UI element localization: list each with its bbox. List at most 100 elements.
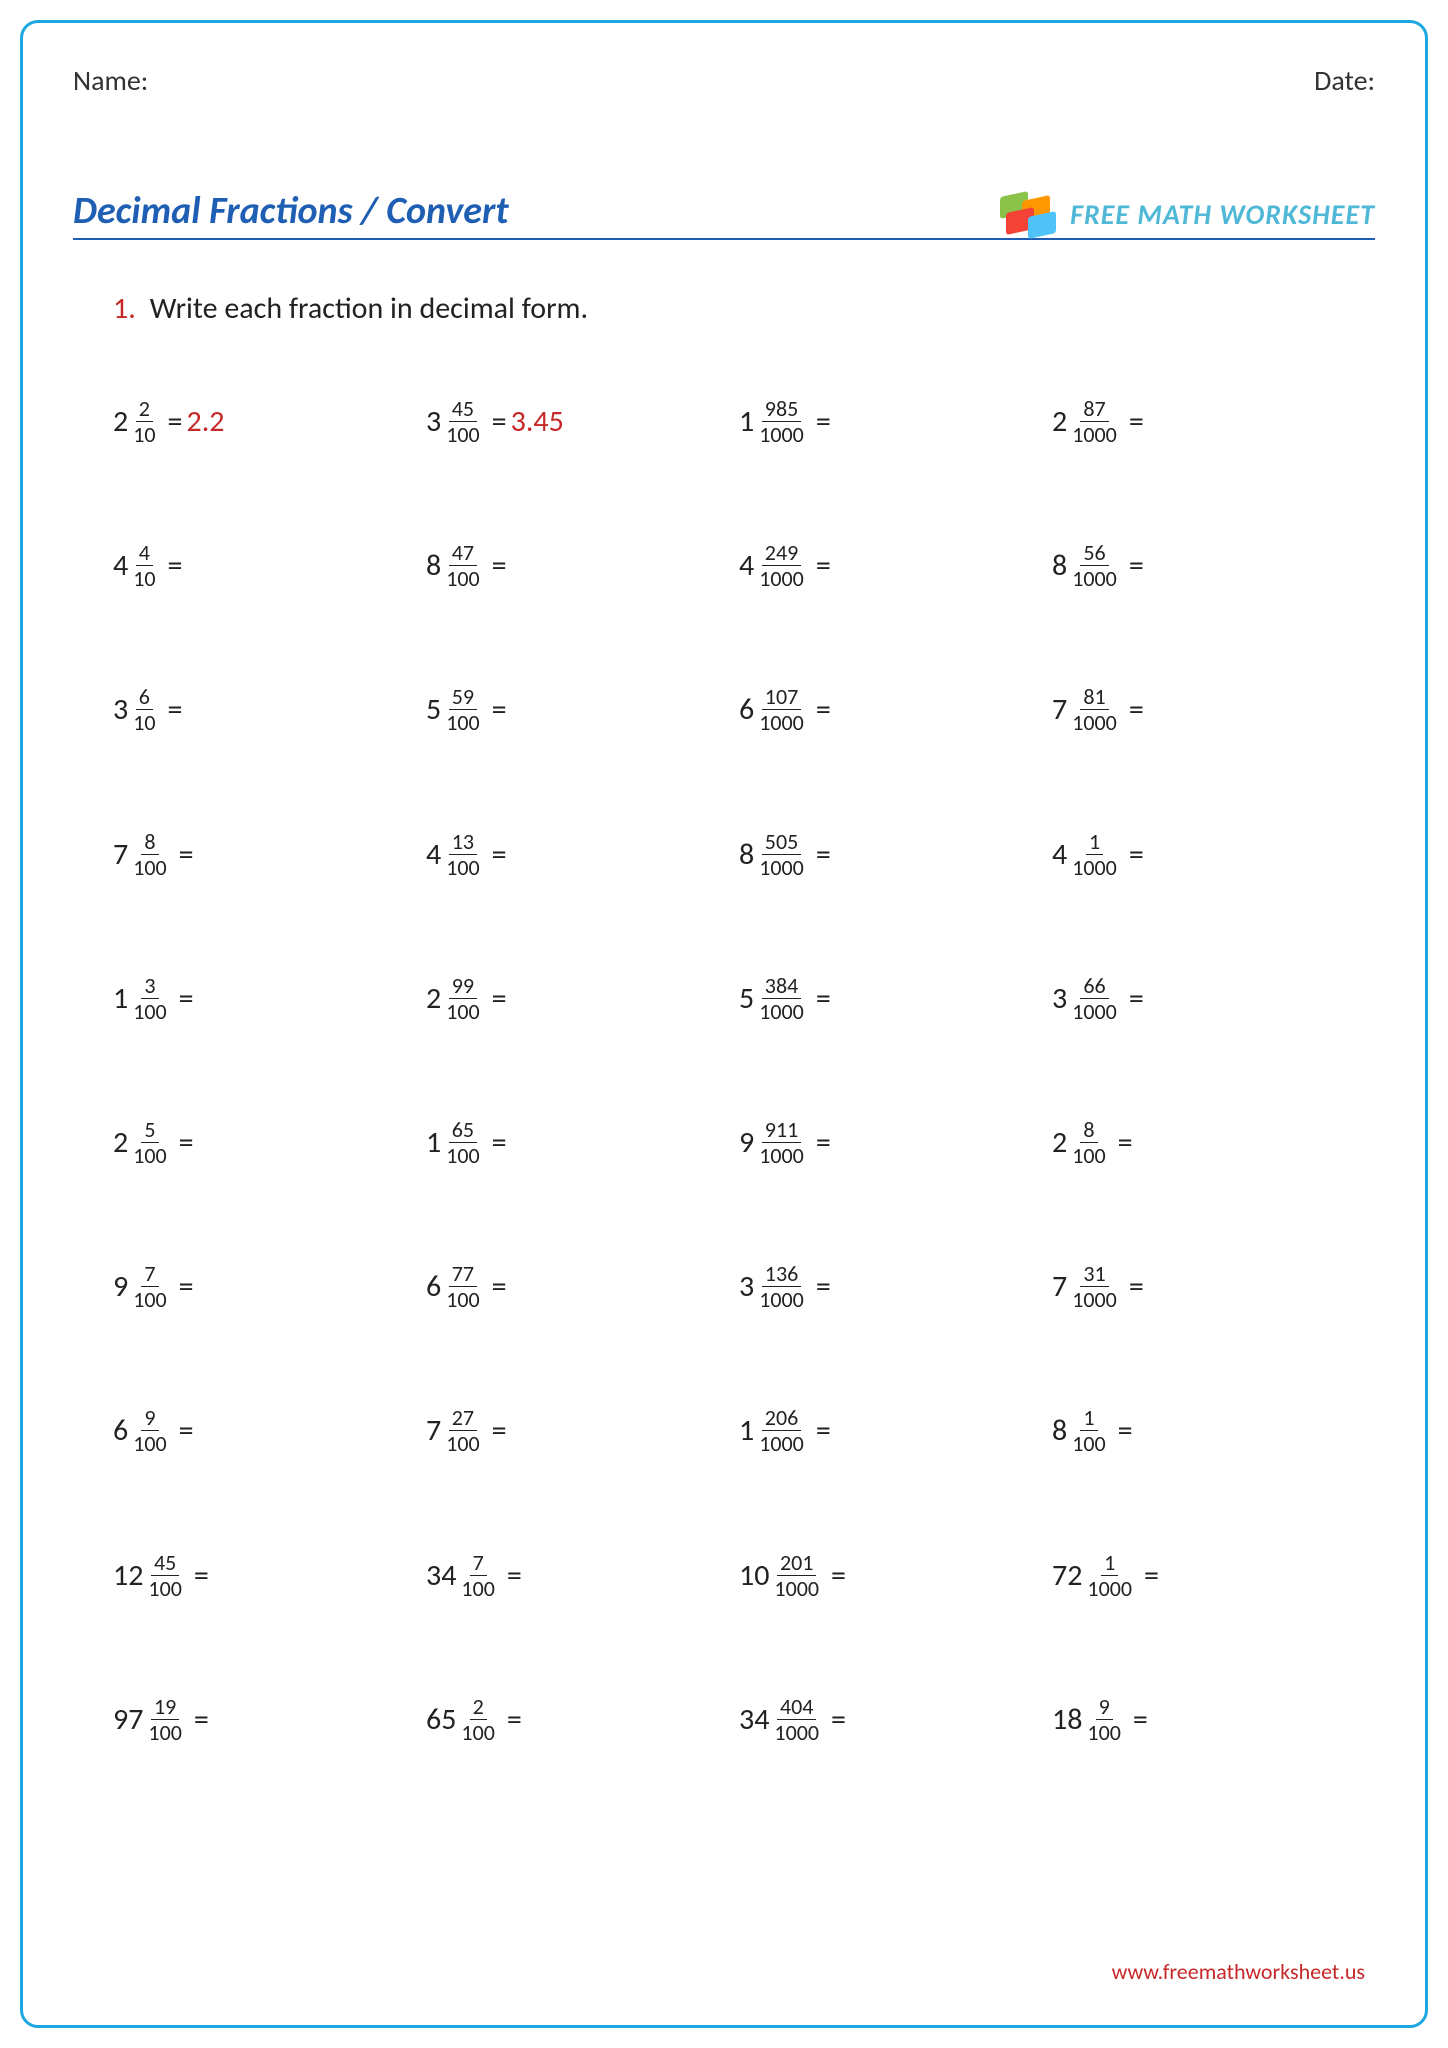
fraction: 4041000: [771, 1695, 822, 1744]
fraction: 410: [130, 541, 158, 590]
problem-item: 2210 = 2.2: [113, 397, 416, 446]
brand-icon: [1000, 194, 1060, 234]
fraction: 9111000: [756, 1118, 807, 1167]
equals-sign: =: [1129, 403, 1144, 440]
denominator: 100: [443, 855, 482, 879]
denominator: 1000: [1069, 422, 1120, 446]
whole-number: 8: [426, 547, 441, 584]
whole-number: 3: [426, 403, 441, 440]
problem-item: 99111000=: [739, 1118, 1042, 1167]
equals-sign: =: [816, 1124, 831, 1161]
problem-item: 7811000=: [1052, 685, 1355, 734]
denominator: 100: [443, 1143, 482, 1167]
whole-number: 6: [113, 1412, 128, 1449]
fraction: 9100: [130, 1406, 169, 1455]
numerator: 19: [151, 1695, 179, 1720]
problem-item: 53841000=: [739, 974, 1042, 1023]
equals-sign: =: [831, 1557, 846, 1594]
numerator: 1: [1080, 1406, 1097, 1431]
brand: FREE MATH WORKSHEET: [1000, 194, 1375, 234]
numerator: 1: [1086, 830, 1103, 855]
whole-number: 10: [739, 1557, 769, 1594]
problem-item: 3661000=: [1052, 974, 1355, 1023]
whole-number: 1: [739, 403, 754, 440]
equals-sign: =: [179, 1412, 194, 1449]
whole-number: 4: [426, 836, 441, 873]
instruction: 1.Write each fraction in decimal form.: [113, 290, 1375, 327]
numerator: 65: [449, 1118, 477, 1143]
denominator: 100: [1084, 1720, 1123, 1744]
problem-item: 652100=: [426, 1695, 729, 1744]
equals-sign: =: [168, 403, 183, 440]
fraction: 811000: [1069, 685, 1120, 734]
fraction: 9851000: [756, 397, 807, 446]
fraction: 1100: [1069, 1406, 1108, 1455]
equals-sign: =: [179, 1124, 194, 1161]
numerator: 13: [449, 830, 477, 855]
fraction: 11000: [1069, 830, 1120, 879]
numerator: 4: [136, 541, 153, 566]
denominator: 1000: [1069, 1287, 1120, 1311]
denominator: 100: [443, 422, 482, 446]
whole-number: 6: [426, 1268, 441, 1305]
equals-sign: =: [179, 980, 194, 1017]
numerator: 1: [1101, 1551, 1118, 1576]
problem-item: 165100=: [426, 1118, 729, 1167]
numerator: 6: [136, 685, 153, 710]
problem-item: 31361000=: [739, 1262, 1042, 1311]
fraction: 7100: [130, 1262, 169, 1311]
equals-sign: =: [831, 1701, 846, 1738]
problem-item: 559100=: [426, 685, 729, 734]
whole-number: 18: [1052, 1701, 1082, 1738]
denominator: 100: [1069, 1431, 1108, 1455]
whole-number: 2: [426, 980, 441, 1017]
denominator: 100: [145, 1720, 184, 1744]
problem-item: 102011000=: [739, 1551, 1042, 1600]
equals-sign: =: [492, 691, 507, 728]
problem-item: 344041000=: [739, 1695, 1042, 1744]
whole-number: 3: [113, 691, 128, 728]
instruction-text: Write each fraction in decimal form.: [150, 290, 588, 327]
equals-sign: =: [816, 1412, 831, 1449]
answer: 2.2: [186, 403, 224, 440]
numerator: 7: [141, 1262, 158, 1287]
numerator: 2: [136, 397, 153, 422]
fraction: 210: [130, 397, 158, 446]
whole-number: 5: [739, 980, 754, 1017]
whole-number: 2: [1052, 1124, 1067, 1161]
fraction: 9100: [1084, 1695, 1123, 1744]
denominator: 1000: [756, 1431, 807, 1455]
numerator: 985: [762, 397, 801, 422]
problem-item: 299100=: [426, 974, 729, 1023]
denominator: 1000: [1069, 999, 1120, 1023]
problem-item: 85051000=: [739, 830, 1042, 879]
problem-item: 69100 =: [113, 1406, 416, 1455]
denominator: 1000: [756, 999, 807, 1023]
equals-sign: =: [1129, 547, 1144, 584]
equals-sign: =: [1133, 1701, 1148, 1738]
whole-number: 1: [739, 1412, 754, 1449]
fraction: 2061000: [756, 1406, 807, 1455]
name-label: Name:: [73, 63, 148, 98]
fraction: 27100: [443, 1406, 482, 1455]
fraction: 871000: [1069, 397, 1120, 446]
numerator: 45: [151, 1551, 179, 1576]
equals-sign: =: [168, 691, 183, 728]
problem-item: 1245100=: [113, 1551, 416, 1600]
problem-item: 13100=: [113, 974, 416, 1023]
whole-number: 6: [739, 691, 754, 728]
denominator: 100: [1069, 1143, 1108, 1167]
whole-number: 34: [739, 1701, 769, 1738]
problem-item: 2871000=: [1052, 397, 1355, 446]
whole-number: 8: [739, 836, 754, 873]
equals-sign: =: [1129, 836, 1144, 873]
fraction: 99100: [443, 974, 482, 1023]
numerator: 505: [762, 830, 801, 855]
numerator: 107: [762, 685, 801, 710]
problem-item: 727100=: [426, 1406, 729, 1455]
numerator: 87: [1080, 397, 1108, 422]
problem-item: 42491000=: [739, 541, 1042, 590]
denominator: 100: [130, 1287, 169, 1311]
equals-sign: =: [507, 1557, 522, 1594]
denominator: 100: [130, 855, 169, 879]
